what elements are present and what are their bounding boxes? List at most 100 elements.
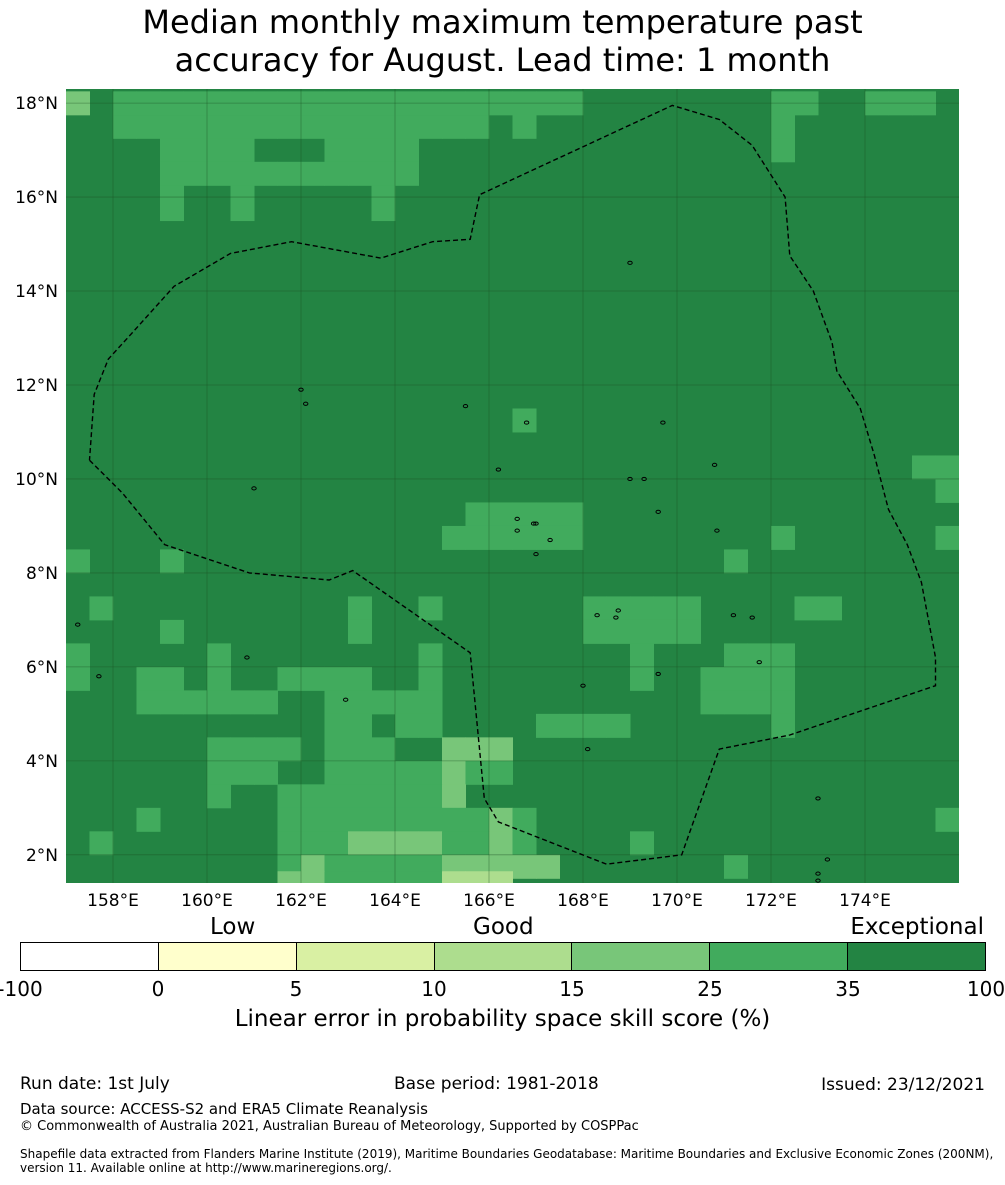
- skill-cell: [418, 831, 443, 856]
- skill-cell: [254, 760, 278, 785]
- island: [815, 878, 821, 883]
- skill-cell: [230, 114, 255, 139]
- shapefile-credit: Shapefile data extracted from Flanders M…: [20, 1147, 994, 1175]
- skill-cell: [465, 525, 490, 550]
- skill-cell: [277, 666, 302, 691]
- lon-tick-label: 166°E: [463, 891, 515, 911]
- skill-cell: [700, 666, 725, 691]
- island-outlines: [75, 260, 831, 883]
- skill-cell: [277, 871, 302, 883]
- island: [627, 476, 633, 482]
- lat-tick-label: 16°N: [15, 188, 58, 208]
- skill-cell: [395, 831, 419, 856]
- island: [660, 420, 666, 425]
- skill-cell: [465, 807, 490, 832]
- lon-tick-label: 174°E: [839, 891, 891, 911]
- colorbar-segment: [848, 943, 986, 970]
- copyright: © Commonwealth of Australia 2021, Austra…: [20, 1119, 639, 1134]
- skill-cell: [371, 871, 396, 883]
- skill-cell: [348, 690, 372, 715]
- skill-cell: [371, 784, 396, 809]
- skill-cell: [277, 91, 302, 116]
- skill-cell: [230, 737, 255, 762]
- skill-cell: [371, 197, 396, 222]
- colorbar-tick-label: 15: [559, 977, 585, 1001]
- skill-cell: [324, 760, 349, 785]
- skill-cell: [371, 690, 396, 715]
- skill-cell: [536, 525, 560, 550]
- skill-cell: [254, 690, 278, 715]
- island: [96, 674, 102, 679]
- skill-cell: [136, 666, 161, 691]
- skill-cell: [324, 690, 349, 715]
- skill-cell: [136, 91, 161, 116]
- skill-cell: [653, 619, 678, 644]
- issued-date: Issued: 23/12/2021: [821, 1075, 985, 1095]
- lon-tick-label: 172°E: [745, 891, 797, 911]
- skill-cell: [512, 502, 537, 527]
- chart-title-line-1: Median monthly maximum temperature past: [142, 3, 863, 41]
- skill-cell: [512, 114, 537, 139]
- skill-cell: [348, 161, 372, 186]
- skill-cell: [160, 91, 184, 116]
- skill-cell: [277, 831, 302, 856]
- skill-cell: [136, 807, 161, 832]
- lon-tick-label: 160°E: [181, 891, 233, 911]
- island: [756, 660, 762, 665]
- skill-cell: [207, 91, 231, 116]
- skill-cell: [794, 596, 819, 621]
- skill-cell: [418, 666, 443, 691]
- colorbar-axis-label: Linear error in probability space skill …: [234, 1006, 771, 1032]
- skill-cell: [324, 831, 349, 856]
- colorbar-label-good: Good: [473, 914, 534, 940]
- skill-cell: [888, 91, 913, 116]
- skill-cell: [160, 197, 184, 222]
- skill-cell: [301, 784, 325, 809]
- skill-cell: [230, 91, 255, 116]
- skill-cell: [489, 502, 513, 527]
- skill-cell: [324, 713, 349, 738]
- skill-cell: [324, 784, 349, 809]
- colorbar-tick-label: 5: [289, 977, 303, 1001]
- eez-boundary: [88, 104, 937, 865]
- island: [655, 671, 661, 677]
- island: [613, 615, 619, 620]
- skill-cell: [230, 760, 255, 785]
- skill-cell: [724, 643, 748, 668]
- skill-cell: [160, 114, 184, 139]
- skill-cell: [395, 114, 419, 139]
- skill-cell: [395, 807, 419, 832]
- island: [495, 467, 502, 472]
- skill-cell: [160, 549, 184, 574]
- lon-tick-label: 162°E: [275, 891, 327, 911]
- skill-cell: [489, 737, 513, 762]
- skill-map: 158°E 160°E 162°E 164°E 166°E 168°E 170°E 172°E…: [15, 89, 959, 911]
- skill-cell: [465, 114, 490, 139]
- skill-cell: [207, 666, 231, 691]
- latitude-ticks: 2°N 4°N 6°N 8°N 10°N 12°N 14°N 16°N 18°N: [15, 94, 58, 866]
- island: [514, 516, 520, 521]
- skill-cell: [442, 784, 466, 809]
- skill-cell: [630, 666, 654, 691]
- skill-cell: [442, 737, 466, 762]
- skill-cell: [442, 114, 466, 139]
- skill-cell: [465, 91, 490, 116]
- skill-cell: [583, 713, 607, 738]
- lon-tick-label: 170°E: [651, 891, 703, 911]
- island: [824, 857, 831, 862]
- island: [815, 796, 821, 801]
- skill-cell: [395, 91, 419, 116]
- skill-cell: [348, 138, 372, 163]
- island: [298, 387, 304, 392]
- skill-cell: [395, 161, 419, 186]
- skill-cell: [536, 91, 560, 116]
- skill-cell: [207, 784, 231, 809]
- skill-cell: [348, 114, 372, 139]
- skill-cell: [395, 138, 419, 163]
- skill-cell: [66, 549, 90, 574]
- skill-cell: [230, 690, 255, 715]
- skill-cell: [324, 161, 349, 186]
- skill-cell: [512, 408, 537, 433]
- island: [641, 476, 647, 482]
- island: [75, 622, 81, 627]
